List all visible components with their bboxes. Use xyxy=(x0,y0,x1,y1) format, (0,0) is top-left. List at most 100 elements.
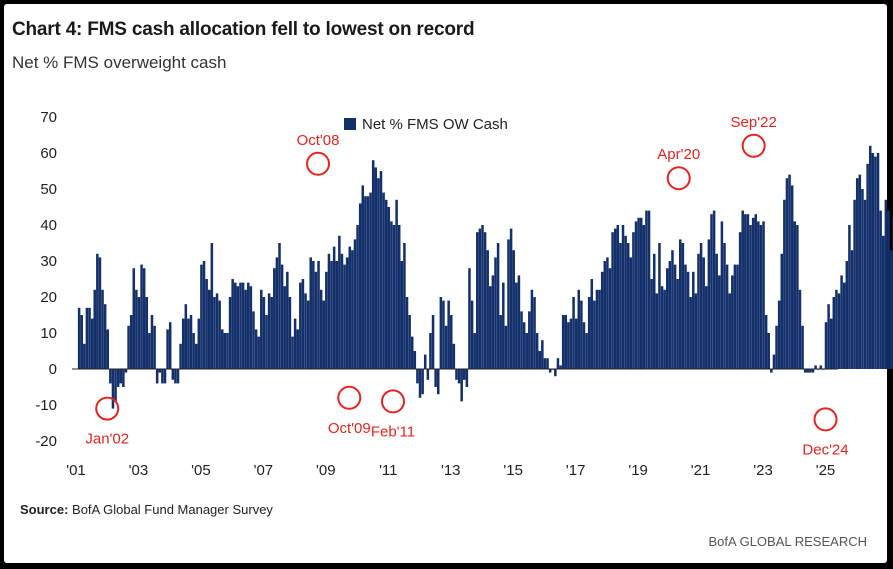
bar xyxy=(187,318,190,369)
bar xyxy=(371,160,375,369)
bar xyxy=(876,153,880,369)
bar xyxy=(444,325,448,369)
bar xyxy=(181,318,185,369)
annotation-label: Oct'09 xyxy=(328,420,371,437)
bar xyxy=(671,250,674,369)
bar xyxy=(473,333,476,369)
bar xyxy=(312,261,315,369)
bar xyxy=(283,286,286,369)
bar xyxy=(767,333,770,369)
bar xyxy=(413,351,417,369)
bar xyxy=(465,369,469,387)
bar xyxy=(252,311,255,369)
bar xyxy=(416,369,419,384)
bar xyxy=(299,282,302,369)
bar xyxy=(332,246,336,369)
bar xyxy=(491,275,495,369)
bar xyxy=(197,318,201,369)
highlight-circle xyxy=(380,389,405,414)
bar xyxy=(429,333,432,369)
bar xyxy=(819,365,823,369)
bar xyxy=(348,246,352,369)
bar xyxy=(397,225,401,369)
bar xyxy=(439,297,443,369)
bar xyxy=(114,369,117,402)
bar xyxy=(736,264,739,369)
bar xyxy=(712,210,716,369)
bar xyxy=(403,243,406,369)
bar xyxy=(772,354,776,369)
bar xyxy=(785,178,789,369)
bar xyxy=(369,192,372,369)
bar xyxy=(239,282,242,369)
bar xyxy=(148,333,151,369)
bar xyxy=(322,300,325,369)
y-tick-label: 60 xyxy=(40,145,57,162)
bar xyxy=(569,318,573,369)
bar xyxy=(676,279,679,369)
bar xyxy=(522,322,526,369)
bar xyxy=(77,307,81,369)
bar xyxy=(408,315,411,369)
bar xyxy=(520,311,523,369)
bar xyxy=(418,369,422,398)
bar xyxy=(400,261,404,369)
bar xyxy=(853,199,856,369)
bar xyxy=(340,253,344,369)
bar xyxy=(842,282,846,369)
bar xyxy=(335,261,339,369)
bar xyxy=(749,225,752,369)
bar xyxy=(879,210,882,369)
bar xyxy=(98,257,102,369)
bar xyxy=(468,268,471,369)
bar xyxy=(140,264,143,369)
bar xyxy=(619,243,622,369)
bar xyxy=(101,289,104,369)
bar xyxy=(567,322,570,369)
bar xyxy=(642,225,646,369)
bar xyxy=(757,221,760,369)
bar xyxy=(793,221,797,369)
bar xyxy=(158,369,162,373)
bar xyxy=(247,282,250,369)
y-tick-label: 30 xyxy=(40,253,57,270)
bar xyxy=(525,333,528,369)
bar xyxy=(228,297,232,369)
bar xyxy=(481,225,484,369)
bar xyxy=(384,199,388,369)
bar xyxy=(213,297,216,369)
bar xyxy=(275,257,279,369)
annotation-label: Feb'11 xyxy=(371,423,415,440)
bar xyxy=(806,369,810,373)
annotation-label: Jan'02 xyxy=(85,431,129,448)
bar xyxy=(431,315,435,369)
bar xyxy=(192,333,195,369)
bar xyxy=(626,243,630,369)
bar xyxy=(153,325,156,369)
bar xyxy=(577,289,581,369)
bar xyxy=(637,217,640,369)
bar xyxy=(538,351,541,369)
bar xyxy=(223,333,227,369)
bar xyxy=(809,369,812,373)
bar xyxy=(593,300,596,369)
bar xyxy=(161,369,164,384)
bar xyxy=(116,369,120,387)
bar xyxy=(137,297,141,369)
bar xyxy=(257,336,260,369)
highlight-circle xyxy=(813,407,838,432)
y-tick-label: 0 xyxy=(49,361,57,378)
bar xyxy=(632,232,635,369)
bar xyxy=(840,275,843,369)
bar xyxy=(598,289,601,369)
bar xyxy=(129,315,133,369)
bar xyxy=(296,329,299,369)
bar xyxy=(358,203,362,369)
bar xyxy=(286,271,289,369)
bar xyxy=(382,192,385,369)
bar xyxy=(556,358,560,369)
x-tick-label: '13 xyxy=(441,462,461,479)
bar xyxy=(702,257,705,369)
bar xyxy=(135,289,138,369)
bar xyxy=(863,199,867,369)
